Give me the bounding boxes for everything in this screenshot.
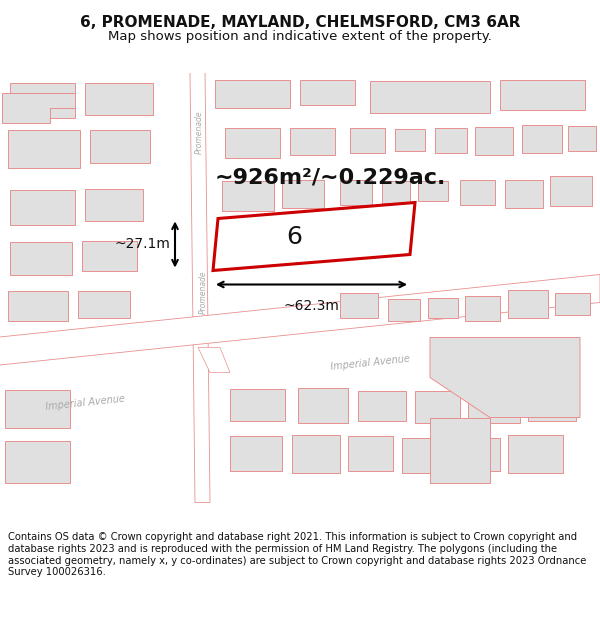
Bar — [475, 126, 513, 154]
Bar — [528, 391, 576, 421]
Bar — [370, 81, 490, 112]
Bar — [10, 82, 75, 118]
Bar — [78, 291, 130, 318]
Bar — [8, 129, 80, 168]
Bar — [340, 179, 372, 204]
Bar — [215, 79, 290, 107]
Text: Contains OS data © Crown copyright and database right 2021. This information is : Contains OS data © Crown copyright and d… — [8, 532, 586, 578]
Polygon shape — [2, 92, 75, 123]
Bar — [230, 436, 282, 471]
Bar — [225, 127, 280, 158]
Bar — [468, 388, 520, 422]
Bar — [550, 176, 592, 206]
Text: Promenade: Promenade — [199, 271, 208, 314]
Text: 6: 6 — [286, 224, 302, 249]
Bar — [350, 127, 385, 152]
Text: ~27.1m: ~27.1m — [114, 238, 170, 251]
Bar — [555, 292, 590, 314]
Polygon shape — [430, 338, 580, 418]
Bar — [415, 391, 460, 422]
Bar — [452, 438, 500, 471]
Bar — [5, 389, 70, 428]
Polygon shape — [198, 348, 230, 372]
Bar — [85, 189, 143, 221]
Text: Map shows position and indicative extent of the property.: Map shows position and indicative extent… — [108, 30, 492, 43]
Bar — [90, 129, 150, 162]
Polygon shape — [430, 418, 490, 482]
Bar — [340, 292, 378, 318]
Bar — [508, 289, 548, 318]
Polygon shape — [213, 202, 415, 271]
Bar — [348, 436, 393, 471]
Bar — [505, 179, 543, 208]
Bar — [282, 179, 324, 208]
Bar — [382, 181, 410, 203]
Bar — [500, 79, 585, 109]
Bar — [298, 388, 348, 422]
Polygon shape — [190, 72, 210, 503]
Text: Imperial Avenue: Imperial Avenue — [330, 353, 410, 372]
Bar — [8, 291, 68, 321]
Bar — [388, 299, 420, 321]
Bar — [418, 181, 448, 201]
Polygon shape — [0, 274, 600, 366]
Bar — [465, 296, 500, 321]
Bar — [428, 298, 458, 318]
Bar — [290, 127, 335, 154]
Bar — [568, 126, 596, 151]
Bar — [402, 438, 444, 472]
Bar — [435, 127, 467, 152]
Bar — [292, 434, 340, 472]
Text: 6, PROMENADE, MAYLAND, CHELMSFORD, CM3 6AR: 6, PROMENADE, MAYLAND, CHELMSFORD, CM3 6… — [80, 15, 520, 30]
Bar — [222, 181, 274, 211]
Bar — [460, 179, 495, 204]
Text: ~62.3m: ~62.3m — [284, 299, 340, 312]
Bar — [395, 129, 425, 151]
Bar — [5, 441, 70, 483]
Bar — [508, 434, 563, 472]
Bar — [522, 124, 562, 152]
Bar — [10, 241, 72, 274]
Bar — [85, 82, 153, 114]
Text: Promenade: Promenade — [194, 111, 203, 154]
Text: Imperial Avenue: Imperial Avenue — [45, 393, 125, 412]
Bar — [10, 189, 75, 224]
Bar — [358, 391, 406, 421]
Text: ~926m²/~0.229ac.: ~926m²/~0.229ac. — [214, 168, 446, 187]
Bar — [300, 79, 355, 104]
Bar — [82, 241, 137, 271]
Bar — [230, 389, 285, 421]
